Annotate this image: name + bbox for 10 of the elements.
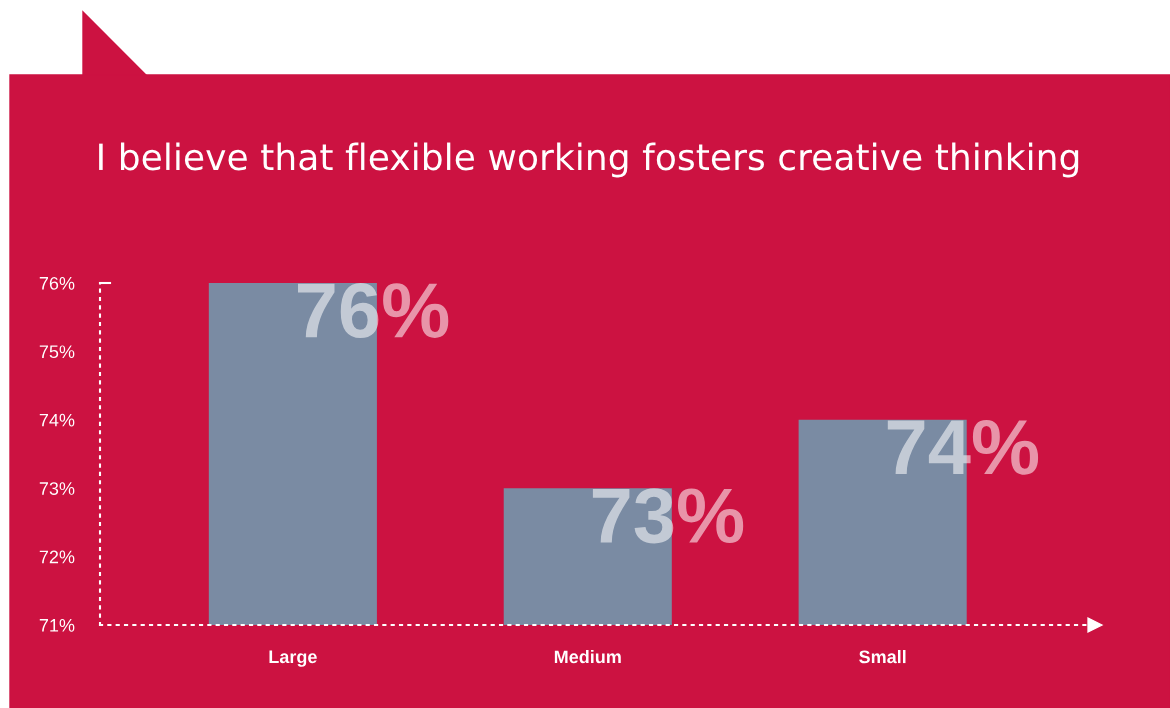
y-tick-label: 76% <box>39 276 75 290</box>
x-tick-label: Small <box>859 650 906 664</box>
x-tick-label: Medium <box>554 650 621 664</box>
y-tick-label: 75% <box>39 345 75 359</box>
y-tick-label: 73% <box>39 482 75 495</box>
y-tick-label: 71% <box>39 619 75 632</box>
y-tick-label: 72% <box>39 550 75 564</box>
x-tick-label: Large <box>269 650 317 667</box>
y-tick-label: 74% <box>39 413 75 427</box>
chart-title: I believe that flexible working fosters creative thinking <box>99 142 1079 178</box>
